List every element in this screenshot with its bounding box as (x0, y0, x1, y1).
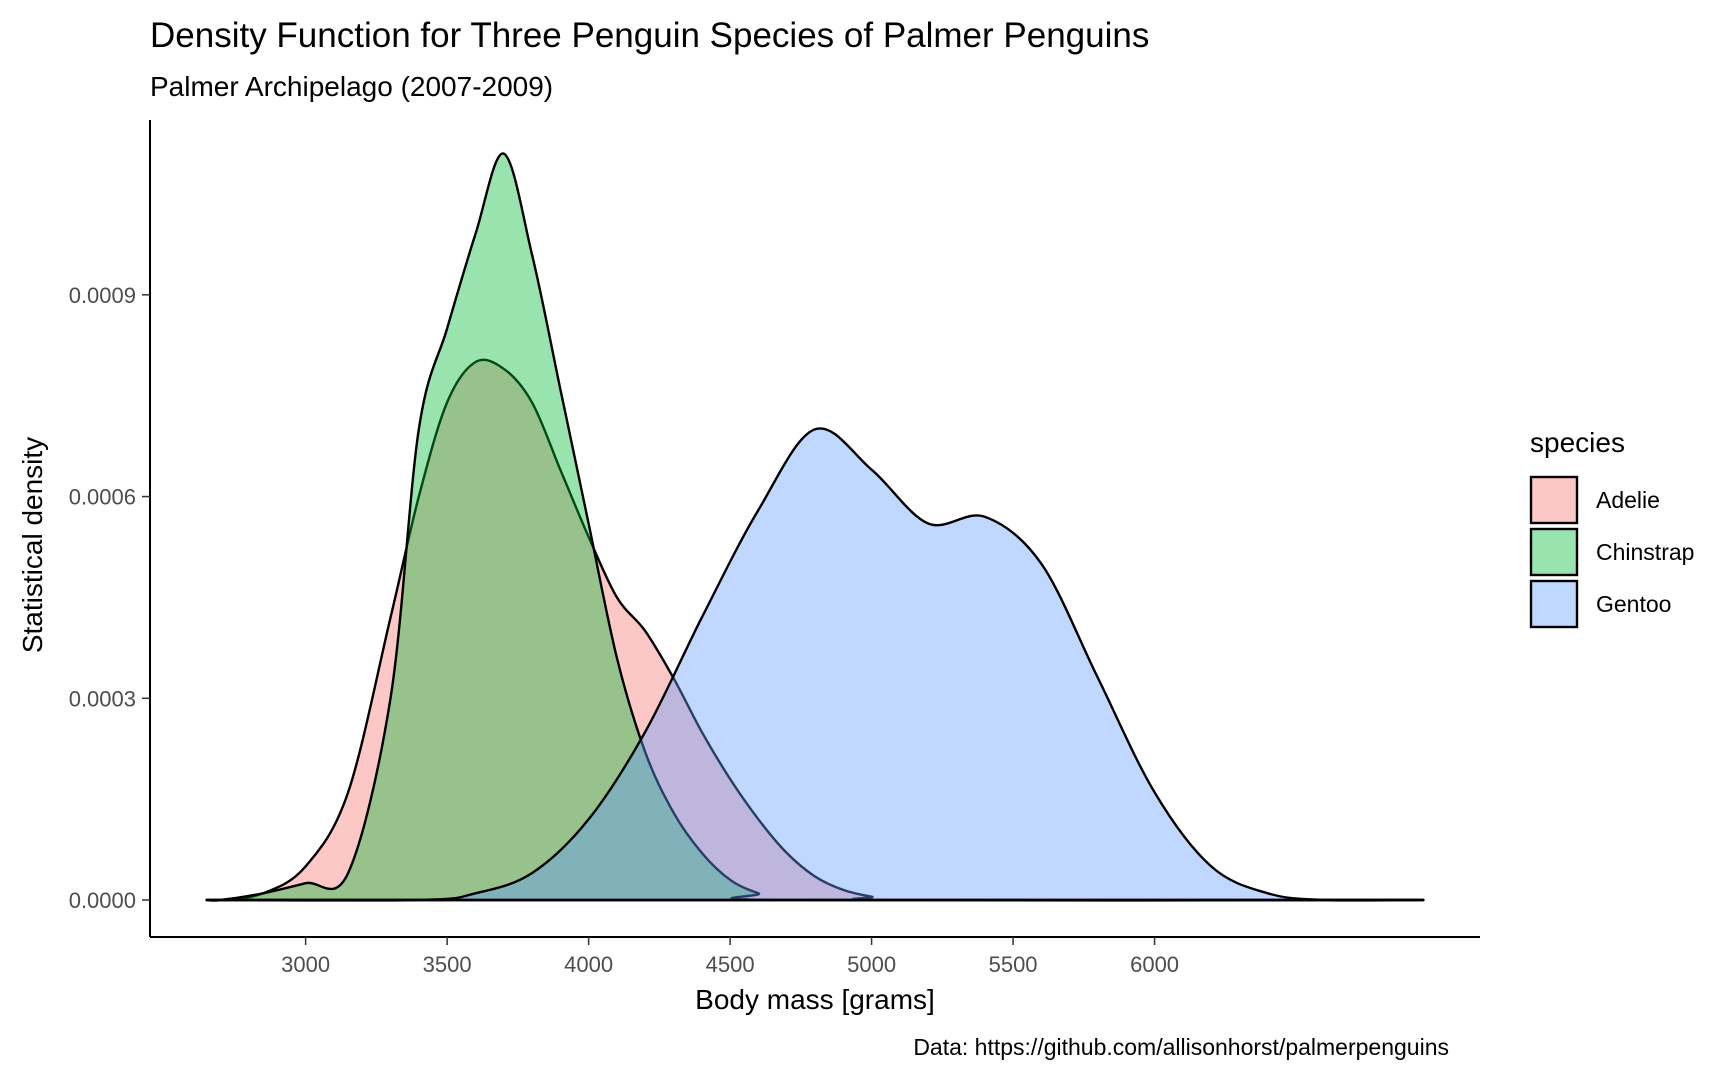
legend-label-chinstrap: Chinstrap (1596, 539, 1694, 565)
chart-title: Density Function for Three Penguin Speci… (150, 16, 1149, 55)
chart-caption: Data: https://github.com/allisonhorst/pa… (913, 1034, 1449, 1060)
legend-key-bg (1530, 528, 1578, 576)
x-tick-label: 3500 (423, 952, 472, 977)
x-tick-label: 4500 (706, 952, 755, 977)
x-tick-label: 5500 (989, 952, 1038, 977)
legend-key-chinstrap (1529, 527, 1579, 577)
x-tick-label: 4000 (564, 952, 613, 977)
legend-key-bg (1530, 580, 1578, 628)
legend-label-adelie: Adelie (1596, 487, 1660, 513)
legend-key-bg (1530, 476, 1578, 524)
density-areas (205, 152, 1425, 902)
y-axis-title: Statistical density (17, 437, 48, 653)
legend-key-gentoo (1529, 579, 1579, 629)
legend: species Adelie Chinstrap Gentoo (1529, 427, 1694, 629)
y-tick-label: 0.0003 (69, 686, 136, 711)
legend-title: species (1530, 427, 1625, 458)
y-tick-label: 0.0000 (69, 888, 136, 913)
chart-subtitle: Palmer Archipelago (2007-2009) (150, 71, 553, 102)
x-axis-ticks: 3000 3500 4000 4500 5000 5500 6000 (281, 937, 1179, 977)
y-tick-label: 0.0006 (69, 485, 136, 510)
density-area-chinstrap (205, 152, 1425, 902)
x-tick-label: 6000 (1130, 952, 1179, 977)
x-tick-label: 5000 (847, 952, 896, 977)
y-axis-ticks: 0.0000 0.0003 0.0006 0.0009 (69, 283, 150, 913)
legend-label-gentoo: Gentoo (1596, 591, 1671, 617)
x-tick-label: 3000 (281, 952, 330, 977)
y-tick-label: 0.0009 (69, 283, 136, 308)
x-axis-title: Body mass [grams] (695, 984, 935, 1015)
density-area-adelie (205, 358, 1425, 902)
density-area-gentoo (205, 427, 1425, 902)
legend-key-adelie (1529, 475, 1579, 525)
